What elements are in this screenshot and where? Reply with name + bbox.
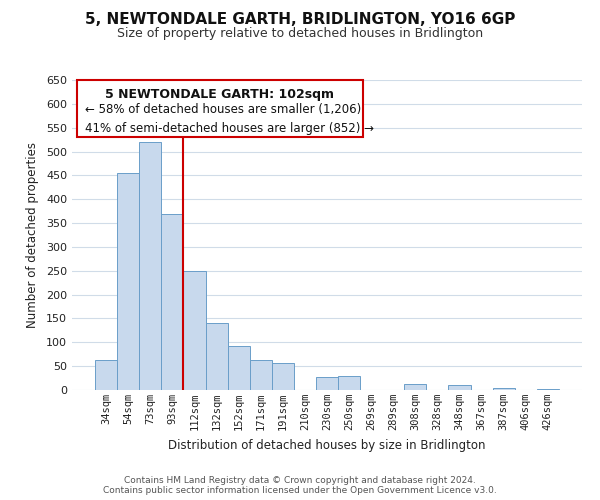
Bar (117, 172, 139, 390)
Bar (184, 271, 206, 390)
X-axis label: Distribution of detached houses by size in Bridlington: Distribution of detached houses by size … (168, 438, 486, 452)
Text: ← 58% of detached houses are smaller (1,206): ← 58% of detached houses are smaller (1,… (85, 104, 361, 116)
Bar (227, 346, 250, 390)
Y-axis label: Number of detached properties: Number of detached properties (26, 142, 39, 328)
Bar (537, 388, 559, 390)
Text: Contains public sector information licensed under the Open Government Licence v3: Contains public sector information licen… (103, 486, 497, 495)
Bar (250, 360, 272, 390)
Bar (316, 377, 338, 390)
Bar (161, 214, 184, 390)
Bar (448, 385, 470, 390)
Bar (139, 142, 161, 390)
Bar (493, 388, 515, 390)
FancyBboxPatch shape (77, 80, 363, 138)
Text: 5 NEWTONDALE GARTH: 102sqm: 5 NEWTONDALE GARTH: 102sqm (106, 88, 334, 101)
Text: 41% of semi-detached houses are larger (852) →: 41% of semi-detached houses are larger (… (85, 122, 374, 135)
Bar (338, 376, 360, 390)
Bar (272, 363, 294, 390)
Text: Size of property relative to detached houses in Bridlington: Size of property relative to detached ho… (117, 28, 483, 40)
Bar (95, 360, 117, 390)
Bar (206, 323, 227, 390)
Bar (404, 384, 427, 390)
Text: Contains HM Land Registry data © Crown copyright and database right 2024.: Contains HM Land Registry data © Crown c… (124, 476, 476, 485)
Text: 5, NEWTONDALE GARTH, BRIDLINGTON, YO16 6GP: 5, NEWTONDALE GARTH, BRIDLINGTON, YO16 6… (85, 12, 515, 28)
